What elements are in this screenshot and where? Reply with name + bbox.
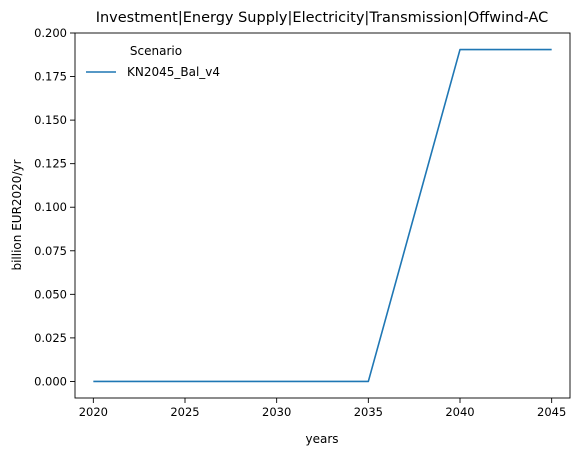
x-axis-label: years: [305, 432, 338, 446]
legend: Scenario KN2045_Bal_v4: [86, 44, 220, 79]
y-tick-label: 0.175: [34, 70, 67, 84]
plot-area: [74, 32, 571, 399]
x-tick-label: 2045: [537, 405, 566, 419]
y-tick-label: 0.100: [34, 200, 67, 214]
y-axis-label: billion EUR2020/yr: [10, 159, 24, 270]
y-tick-label: 0.000: [34, 374, 67, 388]
y-tick-label: 0.200: [34, 26, 67, 40]
y-tick-label: 0.150: [34, 113, 67, 127]
series-line-0: [93, 48, 552, 383]
x-axis: 2020 2025 2030 2035 2040 2045: [79, 398, 566, 419]
axes-frame: [74, 32, 571, 399]
x-tick-label: 2025: [170, 405, 199, 419]
y-tick-label: 0.050: [34, 287, 67, 301]
x-tick-label: 2030: [262, 405, 291, 419]
x-tick-label: 2035: [354, 405, 383, 419]
chart-title: Investment|Energy Supply|Electricity|Tra…: [96, 10, 549, 26]
y-tick-label: 0.125: [34, 157, 67, 171]
legend-entry-label: KN2045_Bal_v4: [127, 65, 220, 79]
x-tick-label: 2020: [79, 405, 108, 419]
series-lines: [93, 48, 552, 383]
legend-title: Scenario: [130, 44, 182, 58]
x-tick-label: 2040: [445, 405, 474, 419]
y-tick-label: 0.075: [34, 244, 67, 258]
y-axis: 0.000 0.025 0.050 0.075 0.100 0.125 0.150 0.175…: [34, 26, 75, 388]
y-tick-label: 0.025: [34, 331, 67, 345]
